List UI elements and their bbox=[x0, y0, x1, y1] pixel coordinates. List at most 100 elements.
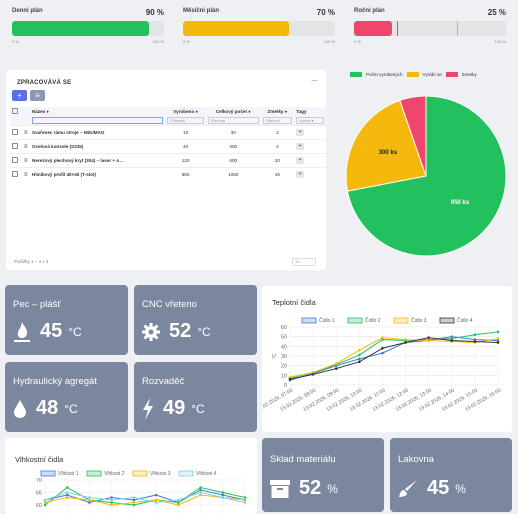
add-tag-button[interactable]: + bbox=[296, 157, 305, 164]
plan-percent: 70 % bbox=[316, 8, 335, 17]
plan-monthly: Měsíční plán 70 % 0 % 100 % bbox=[183, 8, 335, 44]
data-point bbox=[381, 346, 384, 350]
legend-item[interactable]: Zmetky bbox=[461, 72, 477, 77]
tile-furnace[interactable]: Pec – plášť 45 °C bbox=[5, 285, 128, 355]
legend-item[interactable]: Počet vyrobených bbox=[366, 72, 403, 77]
data-point bbox=[88, 496, 91, 499]
add-tag-button[interactable]: + bbox=[296, 171, 305, 178]
plan-label: Měsíční plán bbox=[183, 8, 220, 14]
row-checkbox[interactable] bbox=[12, 143, 18, 149]
data-point bbox=[358, 348, 361, 352]
select-all-checkbox[interactable] bbox=[12, 108, 18, 114]
pager-info: Položky 1 – 4 z 4 bbox=[14, 259, 49, 264]
add-tag-button[interactable]: + bbox=[296, 143, 305, 150]
filter-tags[interactable]: Vybrat ▾ bbox=[296, 117, 324, 124]
tile-cnc[interactable]: CNC vřeteno 52 °C bbox=[134, 285, 257, 355]
table-row[interactable]: ≡ Hliníkový profil 40×40 (T-slot) 950 10… bbox=[10, 167, 326, 181]
production-table-card: ZPRACOVÁVÁ SE ⋯ + ≡ Název ♦ Vyrobeno ♦ C… bbox=[6, 70, 326, 270]
add-tag-button[interactable]: + bbox=[296, 129, 305, 136]
row-name: Nerezový plechový kryt (304) – laser + o… bbox=[30, 153, 166, 168]
plan-progress-fill bbox=[12, 21, 149, 36]
pie-label: 950 ks bbox=[451, 200, 470, 206]
plan-marker bbox=[396, 21, 398, 36]
data-point bbox=[334, 362, 338, 366]
series-line bbox=[289, 337, 499, 380]
tile-switchboard[interactable]: Rozvaděč 49 °C bbox=[134, 362, 257, 432]
data-point bbox=[496, 330, 500, 334]
ellipsis-icon[interactable]: ⋯ bbox=[311, 78, 318, 85]
data-point bbox=[177, 498, 180, 502]
plan-percent: 90 % bbox=[145, 8, 164, 17]
row-total: 300 bbox=[205, 139, 261, 154]
row-checkbox[interactable] bbox=[12, 129, 18, 135]
data-point bbox=[243, 496, 247, 499]
row-total: 1050 bbox=[205, 167, 261, 181]
brush-icon bbox=[399, 479, 417, 497]
tile-value: 45 bbox=[40, 320, 63, 342]
filter-made[interactable]: Filtrovat bbox=[167, 117, 204, 124]
row-checkbox[interactable] bbox=[12, 157, 18, 163]
drag-handle-icon[interactable]: ≡ bbox=[22, 139, 30, 154]
data-point bbox=[199, 491, 202, 494]
bolt-icon bbox=[143, 397, 153, 420]
tile-name: Rozvaděč bbox=[142, 376, 185, 387]
legend-swatch bbox=[132, 470, 148, 477]
data-point bbox=[221, 493, 225, 497]
row-made: 120 bbox=[165, 153, 206, 168]
filter-total[interactable]: Filtrovat bbox=[207, 117, 259, 124]
data-point bbox=[358, 360, 361, 364]
data-point bbox=[473, 338, 477, 341]
table-row[interactable]: ≡ Nerezový plechový kryt (304) – laser +… bbox=[10, 153, 326, 168]
page-size-select[interactable]: 10 bbox=[292, 258, 316, 266]
legend-item: Čidlo 3 bbox=[411, 317, 427, 324]
data-point bbox=[199, 493, 202, 497]
drag-handle-icon[interactable]: ≡ bbox=[22, 153, 30, 168]
data-point bbox=[110, 503, 113, 507]
row-total: 600 bbox=[205, 153, 261, 168]
filter-name[interactable] bbox=[32, 117, 164, 124]
add-button[interactable]: + bbox=[12, 90, 27, 101]
col-total[interactable]: Celkový počet ♦ bbox=[215, 109, 251, 114]
data-point bbox=[496, 341, 500, 344]
data-point bbox=[427, 336, 430, 339]
drag-handle-icon[interactable]: ≡ bbox=[22, 125, 30, 140]
pie-legend: Počet vyrobených Vyrábí se Zmetky bbox=[350, 72, 518, 77]
table-row[interactable]: ≡ Svařenec rámu stroje – MIG/MAG 10 30 3… bbox=[10, 125, 326, 140]
data-point bbox=[154, 493, 158, 497]
data-point bbox=[132, 501, 136, 504]
legend-item: Vlhkost 2 bbox=[104, 471, 125, 477]
list-button[interactable]: ≡ bbox=[30, 90, 45, 101]
plan-progress-bar bbox=[354, 21, 506, 36]
data-point bbox=[221, 496, 225, 499]
plan-label: Roční plán bbox=[354, 8, 385, 14]
row-scrap: 2 bbox=[260, 139, 295, 154]
data-point bbox=[496, 339, 500, 342]
data-point bbox=[65, 496, 69, 499]
table-row[interactable]: ≡ Ocelová konzole (S235) 40 300 2 + bbox=[10, 139, 326, 154]
filter-scrap[interactable]: Filtrovat bbox=[262, 117, 293, 124]
drag-handle-icon[interactable]: ≡ bbox=[22, 167, 30, 181]
tile-storage[interactable]: Sklad materiálu 52% bbox=[262, 438, 384, 512]
legend-swatch bbox=[350, 72, 362, 77]
data-point bbox=[473, 340, 477, 343]
tile-unit: °C bbox=[191, 401, 205, 416]
col-name[interactable]: Název ♦ bbox=[32, 109, 49, 114]
tile-value: 49 bbox=[163, 397, 186, 419]
tile-paintshop[interactable]: Lakovna 45% bbox=[390, 438, 512, 512]
legend-swatch bbox=[178, 470, 194, 477]
data-point bbox=[381, 338, 384, 341]
col-made[interactable]: Vyrobeno ♦ bbox=[173, 109, 198, 114]
tile-hydraulic[interactable]: Hydraulický agregát 48 °C bbox=[5, 362, 128, 432]
table-title: ZPRACOVÁVÁ SE bbox=[17, 80, 72, 86]
series-line bbox=[44, 494, 246, 506]
col-scrap[interactable]: Zmetky ♦ bbox=[267, 109, 288, 114]
chart-title: Vlhkostní čidla bbox=[15, 455, 64, 464]
data-point bbox=[311, 371, 315, 374]
row-checkbox[interactable] bbox=[12, 171, 18, 177]
legend-item[interactable]: Vyrábí se bbox=[422, 72, 442, 77]
legend-item: Vlhkost 4 bbox=[196, 471, 217, 477]
drop-icon bbox=[14, 399, 26, 418]
tick-max: 100 % bbox=[152, 39, 164, 44]
row-name: Hliníkový profil 40×40 (T-slot) bbox=[30, 167, 166, 181]
